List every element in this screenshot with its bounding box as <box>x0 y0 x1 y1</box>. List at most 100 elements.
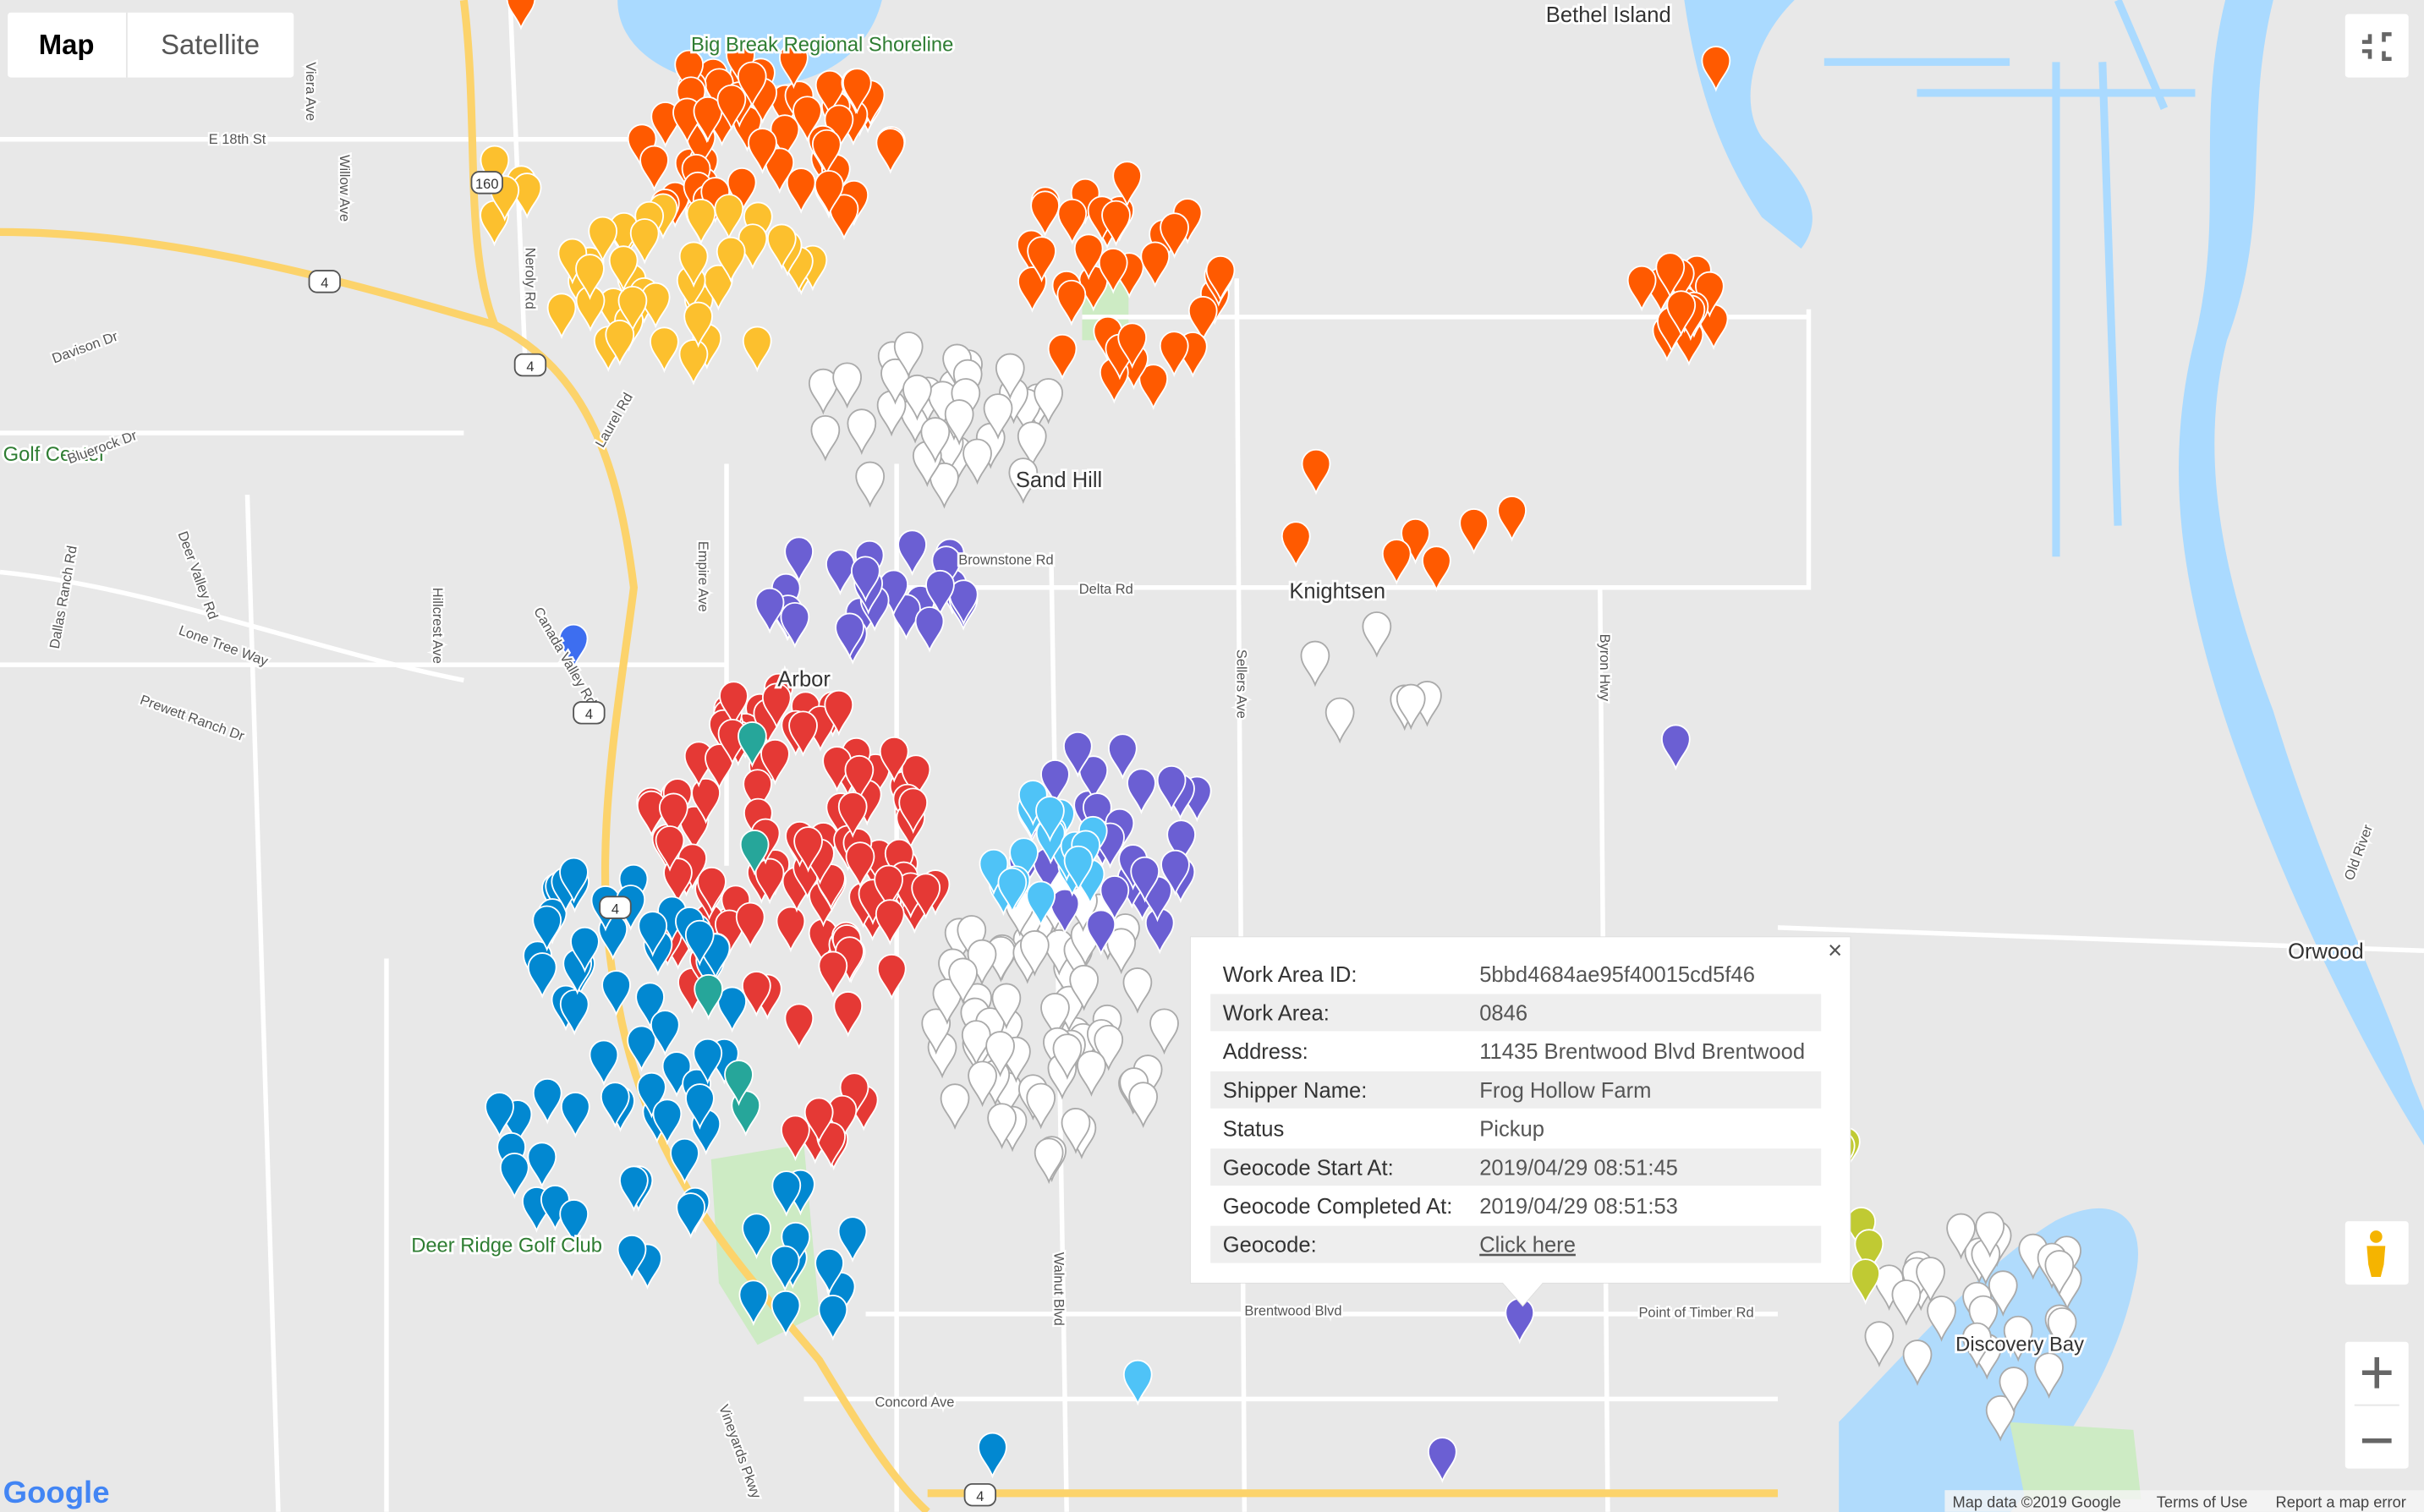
map-pin[interactable] <box>676 1192 706 1239</box>
map-pin[interactable] <box>589 1039 619 1087</box>
street-view-pegman[interactable] <box>2344 1221 2409 1285</box>
map-pin[interactable] <box>1701 46 1731 92</box>
map-pin[interactable] <box>983 393 1013 440</box>
map-pin[interactable] <box>1968 1295 1999 1342</box>
map-pin[interactable] <box>638 911 668 957</box>
map-pin[interactable] <box>948 957 978 1005</box>
map-pin[interactable] <box>814 1247 844 1295</box>
map-pin[interactable] <box>902 374 932 421</box>
map-pin[interactable] <box>1122 967 1153 1014</box>
satellite-button[interactable]: Satellite <box>161 29 260 60</box>
map-pin[interactable] <box>930 462 959 509</box>
map-pin[interactable] <box>532 1077 562 1125</box>
map-pin[interactable] <box>1205 255 1236 302</box>
map-pin[interactable] <box>691 777 721 824</box>
map-pin[interactable] <box>1100 875 1130 922</box>
fullscreen-button[interactable] <box>2344 14 2409 78</box>
map-pin[interactable] <box>693 96 723 143</box>
map-pin[interactable] <box>742 1213 771 1260</box>
map-pin[interactable] <box>716 84 747 131</box>
map-pin[interactable] <box>968 1060 997 1108</box>
map-pin[interactable] <box>697 866 727 913</box>
map-pin[interactable] <box>1975 1211 2005 1258</box>
map-pin[interactable] <box>1916 1257 1945 1303</box>
map-pin[interactable] <box>1040 759 1070 806</box>
map-pin[interactable] <box>780 601 810 649</box>
map-pin[interactable] <box>1149 1008 1179 1055</box>
map-pin[interactable] <box>1112 161 1143 207</box>
map-pin[interactable] <box>650 326 679 374</box>
map-pin[interactable] <box>742 326 772 373</box>
map-pin[interactable] <box>781 1115 810 1162</box>
map-pin[interactable] <box>875 128 906 174</box>
map-pin[interactable] <box>788 710 818 758</box>
map-pin[interactable] <box>911 873 941 920</box>
map-pin[interactable] <box>879 736 909 783</box>
map-pin[interactable] <box>532 905 562 952</box>
map-pin[interactable] <box>1666 290 1697 337</box>
map-pin[interactable] <box>1160 849 1190 896</box>
map-pin[interactable] <box>485 1092 514 1138</box>
map-pin[interactable] <box>1086 909 1116 956</box>
map-pin[interactable] <box>816 1121 846 1169</box>
map-pin[interactable] <box>1946 1213 1976 1260</box>
map-pin[interactable] <box>600 1082 630 1128</box>
map-pin[interactable] <box>1999 1367 2029 1413</box>
map-pin[interactable] <box>1854 1229 1884 1276</box>
map-pin[interactable] <box>1009 837 1039 885</box>
map-pin[interactable] <box>1988 1270 2018 1317</box>
map-pin[interactable] <box>842 68 872 114</box>
map-pin[interactable] <box>1281 521 1311 568</box>
map-pin[interactable] <box>1985 1394 2015 1442</box>
map-pin[interactable] <box>832 362 863 409</box>
map-pin[interactable] <box>761 682 792 730</box>
map-pin[interactable] <box>694 973 724 1021</box>
map-pin[interactable] <box>1362 611 1392 658</box>
map-pin[interactable] <box>1140 241 1171 288</box>
map-pin[interactable] <box>1130 856 1160 903</box>
map-pin[interactable] <box>851 556 880 603</box>
map-pin[interactable] <box>1040 993 1070 1039</box>
map-pin[interactable] <box>1035 796 1065 842</box>
map-pin[interactable] <box>637 1071 666 1119</box>
map-pin[interactable] <box>897 529 927 577</box>
map-pin[interactable] <box>1050 888 1080 935</box>
map-pin[interactable] <box>480 145 510 192</box>
map-pin[interactable] <box>1324 697 1355 744</box>
map-pin[interactable] <box>1660 724 1691 771</box>
map-pin[interactable] <box>940 1083 970 1131</box>
map-pin[interactable] <box>833 991 864 1038</box>
map-pin[interactable] <box>1098 248 1128 294</box>
map-pin[interactable] <box>1864 1321 1895 1367</box>
map-pin[interactable] <box>1902 1339 1933 1386</box>
map-pin[interactable] <box>717 986 748 1033</box>
map-pin[interactable] <box>704 264 733 311</box>
map-pin[interactable] <box>743 769 772 816</box>
map-pin[interactable] <box>814 69 845 117</box>
map-pin[interactable] <box>683 301 713 348</box>
map-pin[interactable] <box>1655 252 1686 299</box>
map-pin[interactable] <box>1381 539 1412 585</box>
map-pin[interactable] <box>716 236 746 283</box>
map-pin[interactable] <box>1017 421 1047 468</box>
map-pin[interactable] <box>921 1008 952 1055</box>
map-pin[interactable] <box>766 223 797 271</box>
map-pin[interactable] <box>1008 457 1039 504</box>
map-pin[interactable] <box>1077 1050 1106 1097</box>
map-pin[interactable] <box>997 867 1028 914</box>
map-pin[interactable] <box>948 579 979 626</box>
map-pin[interactable] <box>784 536 814 583</box>
map-pin[interactable] <box>2044 1250 2075 1296</box>
map-pin[interactable] <box>818 950 848 998</box>
map-pin[interactable] <box>1019 929 1050 977</box>
map-pin[interactable] <box>962 438 992 485</box>
map-pin[interactable] <box>771 1290 801 1337</box>
map-pin[interactable] <box>818 1294 848 1341</box>
map-pin[interactable] <box>2047 1307 2077 1354</box>
map-pin[interactable] <box>650 101 681 148</box>
map-pin[interactable] <box>803 1097 834 1144</box>
map-pin[interactable] <box>931 545 962 592</box>
map-pin[interactable] <box>1034 378 1063 425</box>
map-pin[interactable] <box>837 792 868 838</box>
